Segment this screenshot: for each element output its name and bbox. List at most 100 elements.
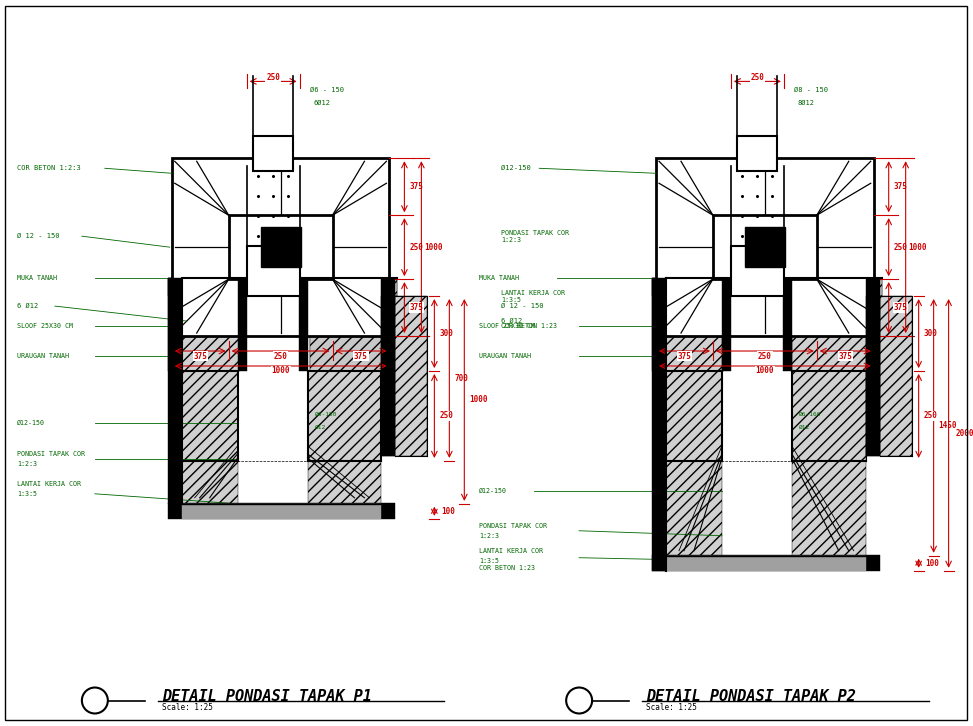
Text: Ø12-150: Ø12-150 (480, 488, 507, 494)
Text: Ø6-160: Ø6-160 (799, 412, 821, 417)
Text: PONDASI TAPAK COR: PONDASI TAPAK COR (480, 523, 547, 529)
Text: 1:2:3: 1:2:3 (17, 461, 37, 467)
Text: COR BETON 1:23: COR BETON 1:23 (501, 323, 558, 329)
Text: 250: 250 (923, 412, 938, 420)
Bar (652, 278, 882, 296)
Bar (381, 296, 395, 456)
Text: 1000: 1000 (271, 367, 290, 375)
Bar (172, 158, 389, 336)
Text: COR BETON 1:2:3: COR BETON 1:2:3 (17, 166, 81, 171)
Text: 1000: 1000 (469, 396, 487, 404)
Text: LANTAI KERJA COR: LANTAI KERJA COR (17, 481, 81, 487)
Text: LANTAI KERJA COR: LANTAI KERJA COR (480, 547, 543, 554)
Text: 100: 100 (925, 559, 940, 568)
Text: 6 Ø12: 6 Ø12 (501, 318, 523, 324)
Bar (253, 136, 293, 171)
Bar (656, 158, 874, 336)
Text: Ø12: Ø12 (314, 425, 326, 430)
Bar (167, 278, 397, 296)
Bar (167, 503, 395, 519)
Bar (737, 136, 776, 171)
Text: 1450: 1450 (938, 421, 956, 431)
Bar (745, 227, 785, 267)
Text: MUKA TANAH: MUKA TANAH (480, 275, 520, 281)
Text: Ø12-150: Ø12-150 (501, 166, 531, 171)
Text: Ø8 - 150: Ø8 - 150 (794, 86, 828, 92)
Bar (237, 278, 246, 371)
Bar (667, 555, 866, 571)
Bar (299, 278, 307, 371)
Text: PONDASI TAPAK COR: PONDASI TAPAK COR (17, 451, 85, 457)
Bar (731, 246, 784, 296)
Text: DETAIL PONDASI TAPAK P1: DETAIL PONDASI TAPAK P1 (162, 689, 372, 704)
Text: 8Ø12: 8Ø12 (798, 99, 814, 105)
Text: Ø 12 - 150: Ø 12 - 150 (17, 233, 59, 239)
Bar (261, 227, 301, 267)
Bar (731, 246, 784, 296)
Bar (866, 296, 880, 456)
Text: DETAIL PONDASI TAPAK P2: DETAIL PONDASI TAPAK P2 (646, 689, 856, 704)
Text: 250: 250 (410, 242, 423, 252)
Text: Ø12: Ø12 (799, 425, 811, 430)
Bar (246, 246, 300, 296)
Bar (722, 278, 731, 371)
Bar (253, 136, 293, 171)
Bar (783, 278, 792, 371)
Bar (229, 215, 333, 279)
Text: 375: 375 (894, 303, 908, 312)
Text: 250: 250 (750, 73, 765, 82)
Text: SLOOF 25X30 CM: SLOOF 25X30 CM (17, 323, 73, 329)
Bar (737, 136, 776, 171)
Text: 375: 375 (410, 303, 423, 312)
Text: 1000: 1000 (756, 367, 775, 375)
Text: 1000: 1000 (909, 242, 927, 252)
Bar (309, 296, 397, 371)
Text: Ø6 - 150: Ø6 - 150 (309, 86, 343, 92)
Bar (794, 296, 882, 371)
Bar (652, 278, 724, 371)
Text: 250: 250 (440, 412, 453, 420)
Text: 1:3:5: 1:3:5 (17, 491, 37, 497)
Text: 6Ø12: 6Ø12 (313, 99, 331, 105)
Bar (381, 278, 395, 456)
Text: Ø12-150: Ø12-150 (17, 420, 45, 426)
Bar (395, 296, 427, 456)
Text: 700: 700 (454, 374, 468, 383)
Text: 375: 375 (194, 351, 207, 361)
Text: Ø6-150: Ø6-150 (314, 412, 337, 417)
Bar (880, 296, 912, 456)
Text: 375: 375 (677, 351, 692, 361)
Text: 250: 250 (894, 242, 908, 252)
Text: 375: 375 (839, 351, 852, 361)
Bar (182, 371, 237, 504)
Text: Scale: 1:25: Scale: 1:25 (646, 703, 697, 712)
Text: 6 Ø12: 6 Ø12 (17, 303, 38, 309)
Bar (652, 555, 880, 571)
Bar (652, 278, 667, 571)
Bar (794, 278, 882, 371)
Text: 2000: 2000 (955, 429, 973, 438)
Text: ELEVASI LANTAI LIHAT: ELEVASI LANTAI LIHAT (241, 252, 316, 257)
Text: 300: 300 (923, 329, 938, 338)
Text: 1:3:5: 1:3:5 (480, 558, 499, 563)
Bar (866, 278, 880, 456)
Text: URAUGAN TANAH: URAUGAN TANAH (17, 353, 69, 359)
Text: URAUGAN TANAH: URAUGAN TANAH (480, 353, 531, 359)
Text: 375: 375 (410, 182, 423, 191)
Text: 300: 300 (440, 329, 453, 338)
Text: COR BETON 1:23: COR BETON 1:23 (480, 565, 535, 571)
Text: 375: 375 (894, 182, 908, 191)
Text: 375: 375 (354, 351, 368, 361)
Bar (667, 271, 722, 555)
Text: SLOOF 25X30 CM: SLOOF 25X30 CM (480, 323, 535, 329)
Text: DENAH: DENAH (248, 262, 267, 267)
Bar (246, 246, 300, 296)
Text: 250: 250 (758, 351, 772, 361)
Text: LANTAI KERJA COR
1:3:5: LANTAI KERJA COR 1:3:5 (501, 290, 565, 303)
Text: 250: 250 (273, 351, 288, 361)
Text: MUKA TANAH: MUKA TANAH (17, 275, 57, 281)
Text: 1000: 1000 (424, 242, 443, 252)
Bar (167, 278, 239, 371)
Text: Ø 12 - 150: Ø 12 - 150 (501, 303, 544, 309)
Text: 100: 100 (442, 507, 455, 515)
